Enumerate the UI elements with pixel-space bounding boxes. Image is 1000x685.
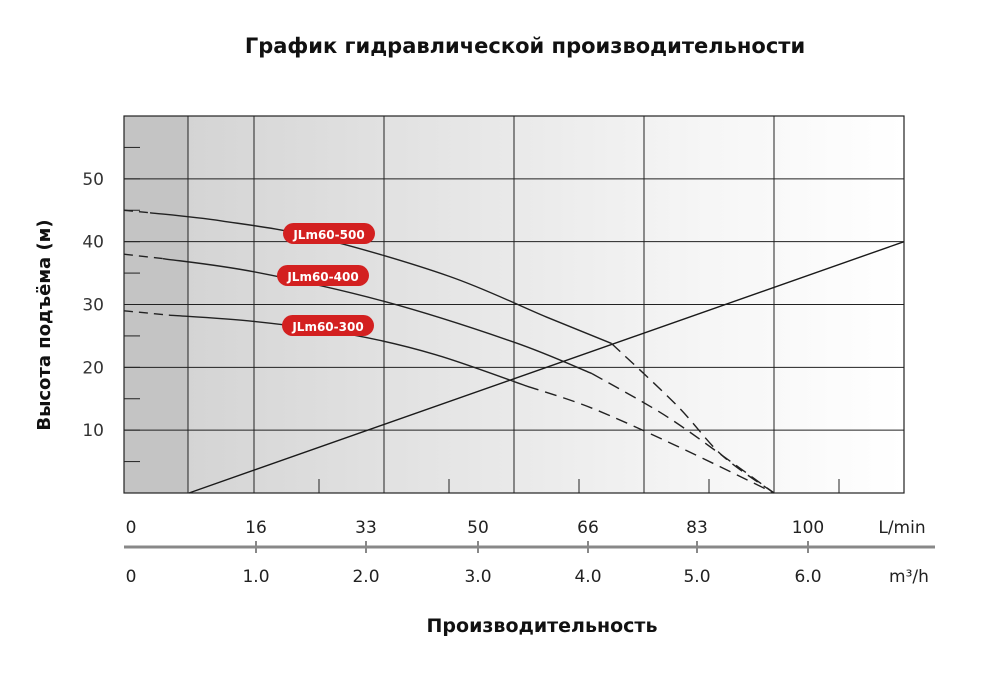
x-tick-label-m3h: 6.0 xyxy=(794,567,821,587)
curve-label-badge xyxy=(283,223,375,244)
y-axis-tick-labels: 10 20 30 40 50 xyxy=(82,170,104,441)
x-axis-minor-ticks xyxy=(318,479,840,493)
x-tick-label-m3h: 2.0 xyxy=(352,567,379,587)
curve-label-jlm60-300: JLm60-300 xyxy=(282,315,374,336)
x-tick-label-lmin: 100 xyxy=(792,518,824,538)
curve-jlm60-400-dashed-start xyxy=(123,253,164,260)
x-axis-divider-ticks xyxy=(255,541,809,553)
x-axis-label: Производительность xyxy=(427,615,658,637)
grid xyxy=(124,116,904,493)
x-axis-m3h-labels: 0 1.0 2.0 3.0 4.0 5.0 6.0 xyxy=(126,567,822,587)
curve-label-badge xyxy=(277,265,369,286)
curve-label-text: JLm60-300 xyxy=(291,320,363,334)
x-tick-label-lmin: 83 xyxy=(686,518,708,538)
x-tick-label-lmin: 33 xyxy=(355,518,377,538)
curve-jlm60-400-solid xyxy=(162,257,593,375)
curve-label-jlm60-400: JLm60-400 xyxy=(277,265,369,286)
y-tick-label: 50 xyxy=(82,170,104,190)
y-tick-label: 40 xyxy=(82,233,104,253)
curve-jlm60-500-dashed-start xyxy=(123,209,151,214)
x-tick-label-lmin: 66 xyxy=(577,518,599,538)
plot-frame xyxy=(123,115,905,494)
curve-jlm60-300-dashed-start xyxy=(123,310,170,316)
curve-label-jlm60-500: JLm60-500 xyxy=(283,223,375,244)
x-axis-lmin-unit: L/min xyxy=(878,518,925,538)
curve-jlm60-500-dashed-tail xyxy=(611,342,775,494)
y-axis-label: Высота подъёма (м) xyxy=(34,219,55,430)
curve-jlm60-400-dashed-tail xyxy=(591,373,775,494)
curve-label-badge xyxy=(282,315,374,336)
y-tick-label: 10 xyxy=(82,421,104,441)
x-tick-label-m3h: 4.0 xyxy=(574,567,601,587)
x-tick-label-m3h: 3.0 xyxy=(464,567,491,587)
curve-labels: JLm60-500 JLm60-400 JLm60-300 xyxy=(277,223,375,336)
curve-jlm60-500-solid xyxy=(149,212,612,345)
x-tick-label-lmin: 50 xyxy=(467,518,489,538)
system-curve-line xyxy=(188,241,905,494)
chart-title: График гидравлической производительности xyxy=(245,34,805,58)
y-axis-ticks xyxy=(124,146,140,463)
x-tick-label-m3h: 1.0 xyxy=(242,567,269,587)
x-tick-label-m3h: 5.0 xyxy=(683,567,710,587)
curve-jlm60-300-dashed-tail xyxy=(526,385,775,494)
y-tick-label: 20 xyxy=(82,358,104,378)
curve-label-text: JLm60-500 xyxy=(292,228,364,242)
x-tick-label-m3h: 0 xyxy=(126,567,137,587)
y-tick-label: 30 xyxy=(82,296,104,316)
x-tick-label-lmin: 0 xyxy=(126,518,137,538)
x-axis-lmin-labels: 0 16 33 50 66 83 100 xyxy=(126,518,825,538)
curve-label-text: JLm60-400 xyxy=(286,270,358,284)
x-axis-m3h-unit: m³/h xyxy=(889,567,929,587)
x-tick-label-lmin: 16 xyxy=(245,518,267,538)
